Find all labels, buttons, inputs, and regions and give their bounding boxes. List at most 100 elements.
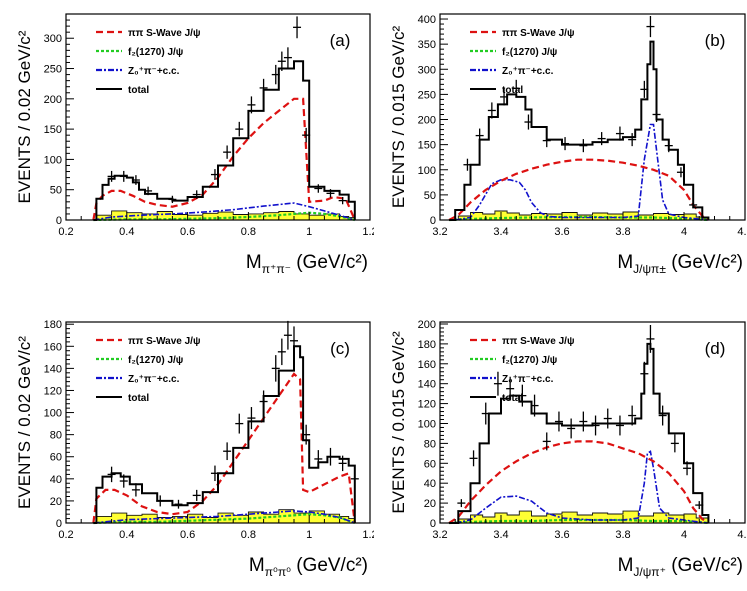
y-tick-label: 60 [50, 452, 62, 464]
y-tick-label: 100 [418, 165, 436, 177]
x-tick-label: 4.2 [737, 529, 747, 541]
y-tick-label: 100 [418, 418, 436, 430]
data-point [314, 450, 323, 468]
series-s-wave [448, 440, 710, 524]
legend-label: Z₀⁺π⁻+c.c. [502, 66, 554, 77]
data-point [652, 106, 661, 123]
legend-label: f₂(1270) J/ψ [502, 47, 557, 58]
y-tick-label: 200 [418, 319, 436, 331]
data-point [259, 390, 268, 413]
legend-label: ππ S-Wave J/ψ [128, 336, 201, 347]
x-axis-label-sub: J/ψπ± [633, 262, 666, 276]
legend-label: Z₀⁺π⁻+c.c. [502, 374, 554, 385]
data-point [567, 418, 576, 439]
data-point [524, 114, 533, 130]
x-axis-label-unit: (GeV/c²) [291, 252, 368, 273]
data-point [314, 184, 323, 193]
legend-label: ππ S-Wave J/ψ [128, 28, 201, 39]
data-point [603, 408, 612, 429]
y-tick-label: 150 [418, 140, 436, 152]
data-point [628, 133, 637, 147]
x-tick-label: 0.4 [119, 226, 134, 238]
data-point [615, 415, 624, 436]
legend-entry: Z₀⁺π⁻+c.c. [470, 66, 554, 77]
data-point [670, 434, 679, 453]
x-tick-label: 3.4 [493, 529, 508, 541]
y-tick-label: 180 [44, 319, 62, 331]
y-tick-label: 40 [424, 478, 436, 490]
data-point [235, 121, 244, 137]
data-point [107, 466, 116, 483]
legend-label: Z₀⁺π⁻+c.c. [128, 374, 180, 385]
legend-label: total [502, 85, 523, 96]
chart-b: 3.2 3.4 3.6 3.8 4 4.2 0 50 100 150 200 250 300 350 400… [389, 13, 747, 276]
x-tick-label: 3.2 [432, 226, 447, 238]
panel-label: (a) [330, 31, 351, 50]
data-point [646, 16, 655, 38]
y-tick-label: 100 [44, 154, 62, 166]
data-point [640, 80, 649, 98]
chart-a: 0.2 0.4 0.6 0.8 1 1.2 0 50 100 150 200 250 300 EVENTS… [15, 13, 374, 276]
legend-label: total [128, 393, 149, 404]
data-point [326, 447, 335, 466]
y-tick-label: 40 [50, 474, 62, 486]
data-point [192, 190, 201, 199]
x-axis-label: MJ/ψπ⁺ (GeV/c²) [618, 555, 743, 579]
y-tick-label: 200 [418, 115, 436, 127]
data-point [210, 169, 219, 181]
y-tick-label: 50 [50, 185, 62, 197]
series-total [449, 40, 710, 221]
x-axis-label-main: M [617, 252, 633, 273]
legend-label: f₂(1270) J/ψ [502, 355, 557, 366]
data-point [689, 201, 698, 208]
y-tick-label: 350 [418, 39, 436, 51]
data-point [493, 371, 502, 396]
data-point [223, 145, 232, 159]
data-point [210, 465, 219, 482]
x-tick-label: 0.6 [180, 226, 195, 238]
data-point [293, 16, 302, 39]
data-point [326, 189, 335, 198]
data-point [615, 126, 624, 141]
y-axis-label: EVENTS / 0.02 GeV/c² [15, 336, 34, 509]
x-tick-label: 1 [306, 529, 312, 541]
data-point [283, 320, 292, 350]
x-tick-label: 4 [681, 529, 687, 541]
data-point [683, 461, 692, 476]
y-tick-label: 250 [44, 64, 62, 76]
data-point [235, 413, 244, 434]
x-axis-label-main: M [618, 555, 634, 576]
legend-entry: f₂(1270) J/ψ [96, 47, 183, 58]
y-tick-label: 180 [418, 339, 436, 351]
y-tick-label: 80 [50, 430, 62, 442]
legend-label: f₂(1270) J/ψ [128, 47, 183, 58]
legend-entry: f₂(1270) J/ψ [470, 355, 557, 366]
chart-c: 0.2 0.4 0.6 0.8 1 1.2 0 20 40 60 80 100 120 140 160 180… [15, 319, 374, 579]
panel-label: (b) [705, 31, 726, 50]
data-point [247, 96, 256, 114]
y-tick-label: 300 [418, 64, 436, 76]
data-point [676, 167, 685, 178]
legend-label: Z₀⁺π⁻+c.c. [128, 66, 180, 77]
data-point [591, 415, 600, 436]
data-point [463, 158, 472, 171]
data-point [561, 137, 570, 151]
y-tick-label: 0 [56, 518, 62, 530]
data-point [640, 361, 649, 386]
legend-entry: Z₀⁺π⁻+c.c. [96, 66, 180, 77]
x-tick-label: 3.6 [554, 529, 569, 541]
data-point [658, 405, 667, 426]
data-point [481, 402, 490, 425]
x-axis-label-sub: π⁺π⁻ [262, 262, 291, 276]
legend-label: f₂(1270) J/ψ [128, 355, 183, 366]
data-point [475, 128, 484, 143]
x-tick-label: 1 [306, 226, 312, 238]
legend-entry: total [470, 85, 523, 96]
data-point [277, 338, 286, 366]
y-tick-label: 50 [424, 190, 436, 202]
x-tick-label: 3.8 [615, 226, 630, 238]
data-point [664, 139, 673, 153]
x-tick-label: 3.6 [554, 226, 569, 238]
y-axis-label: EVENTS / 0.015 GeV/c² [389, 25, 408, 208]
legend-entry: total [96, 85, 149, 96]
